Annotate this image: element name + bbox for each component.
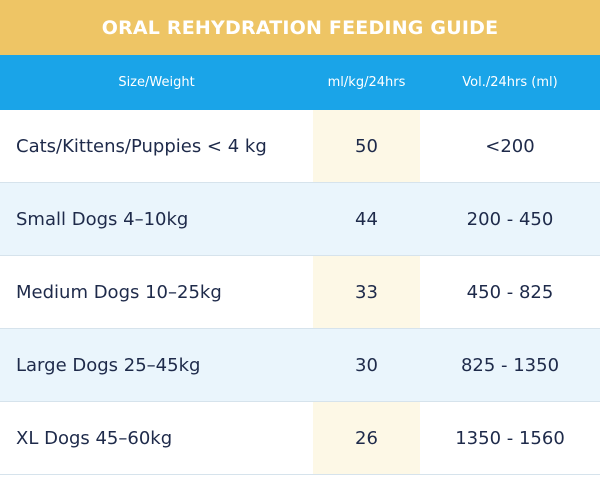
table-cell: Medium Dogs 10–25kg: [16, 281, 222, 303]
table-row: XL Dogs 45–60kg 26 1350 - 1560: [0, 402, 600, 475]
table-cell: 50: [313, 110, 420, 182]
table-body: Cats/Kittens/Puppies < 4 kg 50 <200 Small D…: [0, 110, 600, 475]
table-cell: 33: [313, 256, 420, 328]
column-header: ml/kg/24hrs: [327, 75, 406, 90]
column-header: Size/Weight: [118, 75, 195, 90]
table-cell: 44: [355, 208, 378, 230]
table-cell: XL Dogs 45–60kg: [16, 427, 173, 449]
table-row: Medium Dogs 10–25kg 33 450 - 825: [0, 256, 600, 329]
table-cell: 450 - 825: [466, 281, 554, 303]
table-cell: <200: [485, 135, 535, 157]
table-row: Large Dogs 25–45kg 30 825 - 1350: [0, 329, 600, 402]
table-row: Small Dogs 4–10kg 44 200 - 450: [0, 183, 600, 256]
table-cell: 825 - 1350: [460, 354, 560, 376]
table-cell: 200 - 450: [466, 208, 554, 230]
table-title: ORAL REHYDRATION FEEDING GUIDE: [0, 0, 600, 55]
table-cell: 1350 - 1560: [455, 427, 565, 449]
table-cell: Small Dogs 4–10kg: [16, 208, 189, 230]
table-row: Cats/Kittens/Puppies < 4 kg 50 <200: [0, 110, 600, 183]
table-cell: Large Dogs 25–45kg: [16, 354, 201, 376]
table-cell: 30: [355, 354, 378, 376]
feeding-guide: ORAL REHYDRATION FEEDING GUIDE Size/Weig…: [0, 0, 600, 475]
table-cell: 26: [313, 402, 420, 474]
column-header: Vol./24hrs (ml): [462, 75, 558, 90]
table-cell: Cats/Kittens/Puppies < 4 kg: [16, 135, 267, 157]
header-row: Size/Weight ml/kg/24hrs Vol./24hrs (ml): [0, 55, 600, 110]
